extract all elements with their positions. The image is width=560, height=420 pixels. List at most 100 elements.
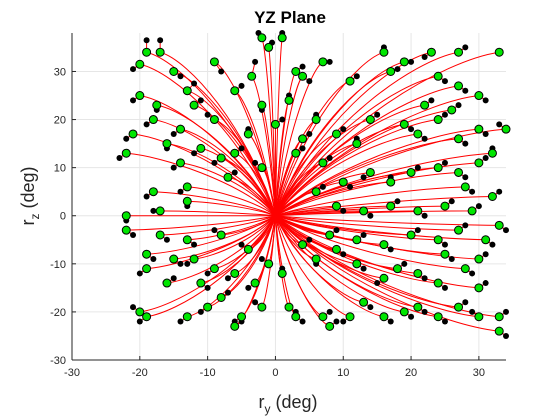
x-tick-label: 30 xyxy=(473,367,485,379)
green-marker xyxy=(277,268,287,278)
x-tick-label: 0 xyxy=(272,367,278,379)
green-marker xyxy=(433,312,443,322)
black-marker xyxy=(116,155,123,162)
black-marker xyxy=(340,251,347,258)
black-marker xyxy=(469,308,476,315)
black-marker xyxy=(441,284,448,291)
green-marker xyxy=(142,47,152,57)
black-marker xyxy=(136,318,143,325)
green-marker xyxy=(331,201,341,211)
black-marker xyxy=(211,227,218,234)
black-marker xyxy=(360,231,367,238)
black-marker xyxy=(448,198,455,205)
black-marker xyxy=(204,111,211,118)
black-marker xyxy=(197,308,204,315)
black-marker xyxy=(462,222,469,229)
green-marker xyxy=(399,57,409,67)
black-marker xyxy=(347,183,354,190)
black-marker xyxy=(462,299,469,306)
x-tick-label: -10 xyxy=(200,367,216,379)
black-marker xyxy=(421,54,428,61)
green-marker xyxy=(230,321,240,331)
green-marker xyxy=(474,91,484,101)
black-marker xyxy=(299,318,306,325)
green-marker xyxy=(223,172,233,182)
trajectory-line xyxy=(275,215,425,279)
trajectory-line xyxy=(275,215,466,231)
green-marker xyxy=(230,148,240,158)
green-marker xyxy=(494,47,504,57)
green-marker xyxy=(474,254,484,264)
black-marker xyxy=(306,236,313,243)
black-marker xyxy=(143,121,150,128)
black-marker xyxy=(340,126,347,133)
green-marker xyxy=(359,297,369,307)
green-marker xyxy=(454,167,464,177)
green-marker xyxy=(311,187,321,197)
black-marker xyxy=(184,260,191,267)
green-marker xyxy=(318,312,328,322)
black-marker xyxy=(503,308,509,315)
black-marker xyxy=(224,289,231,296)
green-marker xyxy=(474,158,484,168)
trajectory-line xyxy=(119,152,276,217)
green-marker xyxy=(440,249,450,259)
green-marker xyxy=(454,81,464,91)
green-marker xyxy=(433,278,443,288)
y-tick-label: -10 xyxy=(50,259,66,271)
green-marker xyxy=(298,134,308,144)
black-marker xyxy=(340,318,347,325)
green-marker xyxy=(447,105,457,115)
green-marker xyxy=(494,312,504,322)
green-marker xyxy=(162,278,172,288)
black-marker xyxy=(387,318,394,325)
black-marker xyxy=(482,155,489,162)
green-marker xyxy=(176,124,185,134)
trajectory-line xyxy=(275,186,473,217)
black-marker xyxy=(462,174,469,181)
green-marker xyxy=(467,206,477,216)
green-marker xyxy=(257,163,267,173)
trajectory-line xyxy=(275,104,459,217)
black-marker xyxy=(374,111,381,118)
green-marker xyxy=(243,244,253,254)
black-marker xyxy=(326,58,333,65)
black-marker xyxy=(197,97,204,104)
green-marker xyxy=(247,71,257,81)
green-marker xyxy=(291,148,301,158)
black-marker xyxy=(238,82,245,89)
green-marker xyxy=(264,42,274,52)
green-marker xyxy=(460,182,470,192)
green-marker xyxy=(481,235,491,245)
green-marker xyxy=(277,33,287,43)
green-marker xyxy=(209,264,219,274)
trajectory-line xyxy=(275,215,493,245)
trajectory-line xyxy=(275,123,508,217)
green-marker xyxy=(386,177,396,187)
green-marker xyxy=(291,66,301,76)
trajectory-line xyxy=(146,119,276,216)
green-marker xyxy=(182,196,192,206)
green-marker xyxy=(257,100,267,110)
green-marker xyxy=(162,139,172,149)
trajectory-line xyxy=(186,200,276,217)
black-marker xyxy=(238,145,245,152)
green-marker xyxy=(291,312,301,322)
black-marker xyxy=(441,159,448,166)
green-marker xyxy=(257,302,267,312)
black-marker xyxy=(374,280,381,287)
x-tick-label: -30 xyxy=(64,367,80,379)
green-marker xyxy=(135,91,145,101)
black-marker xyxy=(421,212,428,219)
green-marker xyxy=(182,312,192,322)
green-marker xyxy=(182,235,192,245)
x-axis-label-base: r xyxy=(258,392,264,412)
green-marker xyxy=(413,129,423,139)
black-marker xyxy=(441,78,448,85)
trajectory-line xyxy=(125,215,276,221)
black-marker xyxy=(441,318,448,325)
green-marker xyxy=(148,187,158,197)
trajectory-line xyxy=(146,40,276,216)
green-marker xyxy=(325,230,335,240)
